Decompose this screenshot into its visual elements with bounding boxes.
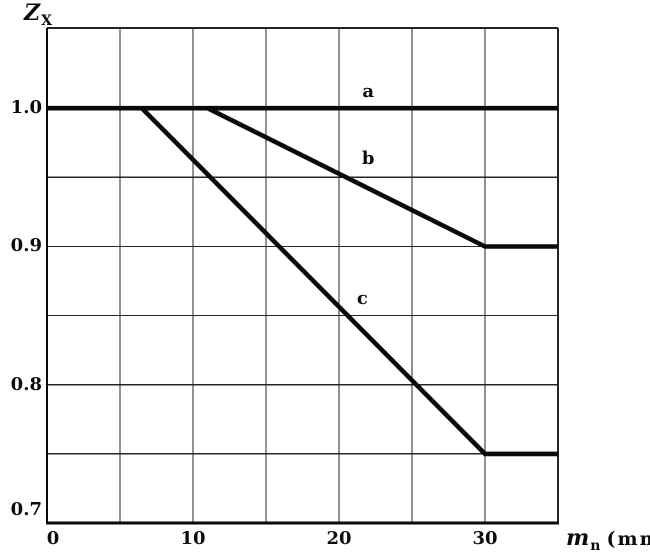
x-tick-label-20: 20 bbox=[326, 528, 352, 549]
series-c-line bbox=[140, 106, 558, 457]
y-axis-title-main: Z bbox=[24, 0, 41, 26]
y-tick-label-0.7: 0.7 bbox=[10, 499, 42, 520]
x-tick-label-30: 30 bbox=[472, 528, 498, 549]
x-tick-label-0: 0 bbox=[46, 528, 60, 549]
x-axis-title-sub: n bbox=[590, 538, 601, 554]
y-tick-label-0.9: 0.9 bbox=[10, 235, 42, 257]
x-axis-title-main: m bbox=[566, 525, 590, 551]
y-tick-label-1.0: 1.0 bbox=[10, 97, 42, 119]
y-tick-label-0.8: 0.8 bbox=[10, 373, 42, 395]
y-axis-title: ZX bbox=[24, 0, 52, 29]
x-tick-label-10: 10 bbox=[180, 528, 206, 549]
x-axis-title-unit: (mm) bbox=[606, 528, 650, 550]
x-axis-title: mn (mm) bbox=[566, 525, 650, 554]
series-label-a: a bbox=[362, 80, 375, 102]
series-label-b: b bbox=[361, 148, 375, 170]
y-axis-title-sub: X bbox=[41, 13, 52, 29]
series-b-line bbox=[206, 106, 558, 249]
series-label-c: c bbox=[356, 288, 368, 309]
